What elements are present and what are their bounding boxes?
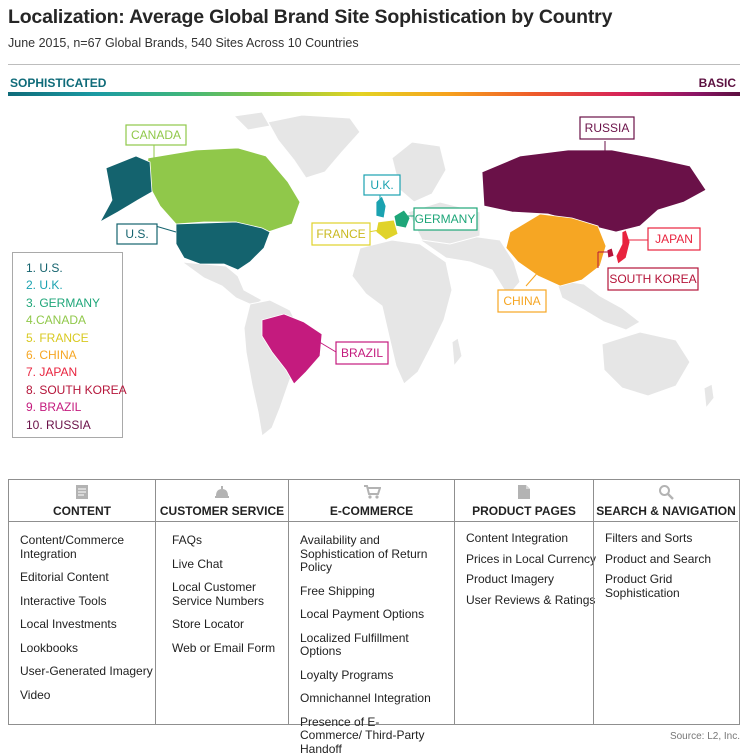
svg-text:CANADA: CANADA bbox=[131, 128, 181, 142]
category-item: Lookbooks bbox=[20, 642, 158, 656]
category-item: Video bbox=[20, 689, 158, 703]
rank-item: 3. GERMANY bbox=[26, 295, 122, 312]
rank-item: 4.CANADA bbox=[26, 312, 122, 329]
category-item: User Reviews & Ratings bbox=[466, 594, 604, 608]
map-label-us: U.S. bbox=[117, 224, 157, 244]
map-label-uk: U.K. bbox=[364, 175, 400, 195]
land-arctic-islands bbox=[234, 112, 270, 130]
map-label-canada: CANADA bbox=[126, 125, 186, 145]
svg-text:RUSSIA: RUSSIA bbox=[585, 121, 630, 135]
map-label-china: CHINA bbox=[498, 290, 546, 312]
svg-text:BRAZIL: BRAZIL bbox=[341, 346, 383, 360]
land-madagascar bbox=[452, 338, 462, 366]
map-label-germany: GERMANY bbox=[414, 208, 477, 230]
category-item: Presence of E-Commerce/ Third-Party Hand… bbox=[300, 716, 440, 756]
category-header: CONTENT bbox=[9, 480, 155, 522]
map-label-south-korea: SOUTH KOREA bbox=[608, 268, 698, 290]
country-germany bbox=[394, 210, 410, 228]
document-icon bbox=[75, 484, 89, 500]
category-item: Availability and Sophistication of Retur… bbox=[300, 534, 452, 575]
magnifier-icon bbox=[658, 484, 674, 500]
page-subtitle: June 2015, n=67 Global Brands, 540 Sites… bbox=[8, 36, 359, 50]
rank-item: 9. BRAZIL bbox=[26, 399, 122, 416]
svg-text:U.K.: U.K. bbox=[370, 178, 393, 192]
category-header: SEARCH & NAVIGATION bbox=[594, 480, 738, 522]
map-label-brazil: BRAZIL bbox=[336, 342, 388, 364]
ranking-legend: 1. U.S. 2. U.K. 3. GERMANY 4.CANADA 5. F… bbox=[12, 252, 123, 438]
category-product-pages: PRODUCT PAGES Content Integration Prices… bbox=[454, 480, 593, 724]
country-uk bbox=[376, 196, 386, 218]
source-note: Source: L2, Inc. bbox=[670, 731, 740, 742]
rank-item: 6. CHINA bbox=[26, 347, 122, 364]
category-item: Interactive Tools bbox=[20, 595, 158, 609]
category-title: SEARCH & NAVIGATION bbox=[594, 504, 738, 518]
page-icon bbox=[517, 484, 531, 500]
category-item: Product and Search bbox=[605, 553, 743, 567]
country-china bbox=[506, 214, 606, 286]
category-item: Filters and Sorts bbox=[605, 532, 743, 546]
shopping-cart-icon bbox=[363, 484, 381, 500]
svg-text:FRANCE: FRANCE bbox=[316, 227, 365, 241]
scale-label-basic: BASIC bbox=[699, 76, 736, 90]
rank-item: 1. U.S. bbox=[26, 260, 122, 277]
land-new-zealand bbox=[704, 384, 714, 408]
country-japan bbox=[616, 230, 630, 264]
category-item: Local Customer Service Numbers bbox=[172, 581, 272, 608]
rank-item: 7. JAPAN bbox=[26, 364, 122, 381]
category-header: E-COMMERCE bbox=[289, 480, 454, 522]
svg-text:U.S.: U.S. bbox=[125, 227, 148, 241]
scale-label-sophisticated: SOPHISTICATED bbox=[10, 76, 106, 90]
header-divider bbox=[8, 64, 740, 65]
category-item: Local Payment Options bbox=[300, 608, 452, 622]
svg-text:SOUTH KOREA: SOUTH KOREA bbox=[609, 272, 696, 286]
country-canada bbox=[146, 148, 300, 232]
category-item: Product Imagery bbox=[466, 573, 604, 587]
category-item: Prices in Local Currency bbox=[466, 553, 604, 567]
land-australia bbox=[602, 332, 690, 396]
category-title: PRODUCT PAGES bbox=[455, 504, 593, 518]
rank-item: 10. RUSSIA bbox=[26, 417, 122, 434]
rank-item: 5. FRANCE bbox=[26, 330, 122, 347]
country-russia bbox=[482, 150, 706, 232]
country-us-alaska bbox=[100, 156, 152, 222]
sophistication-gradient-bar bbox=[8, 92, 740, 96]
svg-text:GERMANY: GERMANY bbox=[415, 212, 476, 226]
category-item: Product Grid Sophistication bbox=[605, 573, 715, 600]
country-south-korea bbox=[607, 248, 614, 258]
category-search-navigation: SEARCH & NAVIGATION Filters and Sorts Pr… bbox=[593, 480, 738, 724]
page-title: Localization: Average Global Brand Site … bbox=[8, 6, 612, 29]
service-bell-icon bbox=[214, 484, 230, 500]
map-label-russia: RUSSIA bbox=[580, 117, 634, 139]
category-item: Loyalty Programs bbox=[300, 669, 452, 683]
category-title: E-COMMERCE bbox=[289, 504, 454, 518]
land-greenland bbox=[268, 115, 360, 178]
svg-text:CHINA: CHINA bbox=[503, 294, 540, 308]
category-item: Local Investments bbox=[20, 618, 158, 632]
category-e-commerce: E-COMMERCE Availability and Sophisticati… bbox=[288, 480, 454, 724]
category-item: Free Shipping bbox=[300, 585, 452, 599]
map-label-france: FRANCE bbox=[312, 223, 370, 245]
land-mexico-central-america bbox=[182, 262, 262, 306]
category-customer-service: CUSTOMER SERVICE FAQs Live Chat Local Cu… bbox=[155, 480, 288, 724]
category-header: PRODUCT PAGES bbox=[455, 480, 593, 522]
rank-item: 2. U.K. bbox=[26, 277, 122, 294]
category-table: CONTENT Content/Commerce Integration Edi… bbox=[8, 479, 740, 725]
category-title: CUSTOMER SERVICE bbox=[156, 504, 288, 518]
category-item: Localized Fulfillment Options bbox=[300, 632, 452, 659]
category-item: Content Integration bbox=[466, 532, 604, 546]
category-item: Content/Commerce Integration bbox=[20, 534, 158, 561]
category-item: Omnichannel Integration bbox=[300, 692, 452, 706]
category-item: User-Generated Imagery bbox=[20, 665, 158, 679]
category-item: Editorial Content bbox=[20, 571, 158, 585]
rank-item: 8. SOUTH KOREA bbox=[26, 382, 122, 399]
category-content: CONTENT Content/Commerce Integration Edi… bbox=[9, 480, 155, 724]
map-label-japan: JAPAN bbox=[648, 228, 700, 250]
category-title: CONTENT bbox=[9, 504, 155, 518]
category-header: CUSTOMER SERVICE bbox=[156, 480, 288, 522]
svg-text:JAPAN: JAPAN bbox=[655, 232, 693, 246]
